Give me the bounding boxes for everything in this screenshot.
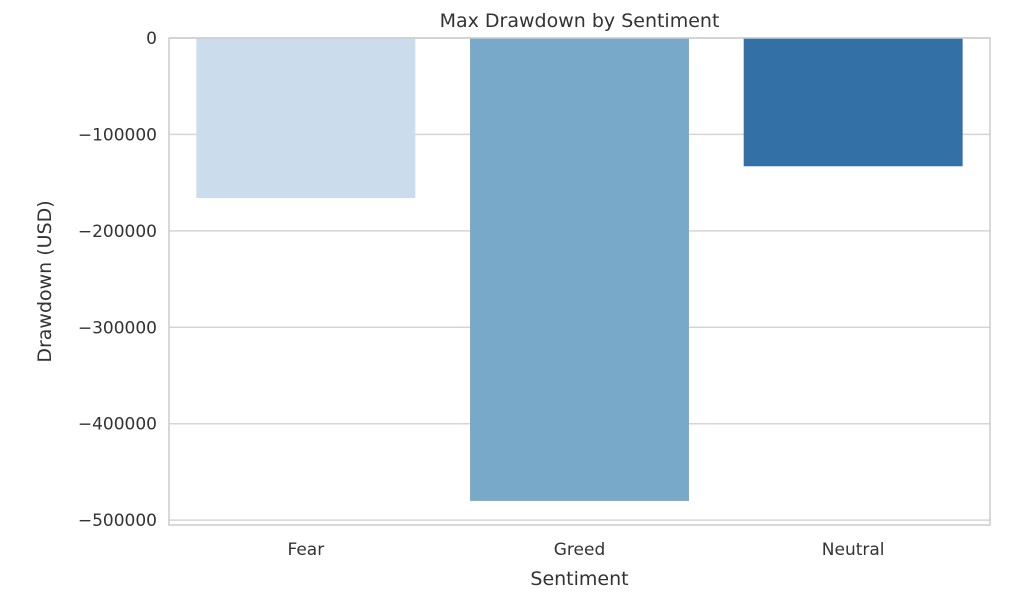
x-axis-ticks: Fear Greed Neutral: [287, 540, 884, 560]
bar-fear: [196, 38, 416, 199]
plot-frame: [168, 37, 991, 526]
y-tick-label: −400000: [78, 415, 157, 435]
y-tick-label: 0: [146, 29, 157, 49]
y-tick-label: −200000: [78, 222, 157, 242]
y-tick-label: −100000: [78, 125, 157, 145]
bars: [196, 38, 963, 501]
bar-greed: [470, 38, 689, 501]
y-axis-ticks: 0 −100000 −200000 −300000 −400000 −500000: [78, 29, 157, 531]
chart-title: Max Drawdown by Sentiment: [440, 10, 720, 32]
x-tick-label: Fear: [287, 540, 324, 560]
y-axis-label: Drawdown (USD): [34, 200, 56, 362]
x-tick-label: Neutral: [822, 540, 885, 560]
y-tick-label: −300000: [78, 318, 157, 338]
x-axis-label: Sentiment: [530, 568, 628, 590]
x-tick-label: Greed: [554, 540, 606, 560]
y-tick-label: −500000: [78, 511, 157, 531]
bar-neutral: [743, 38, 963, 167]
